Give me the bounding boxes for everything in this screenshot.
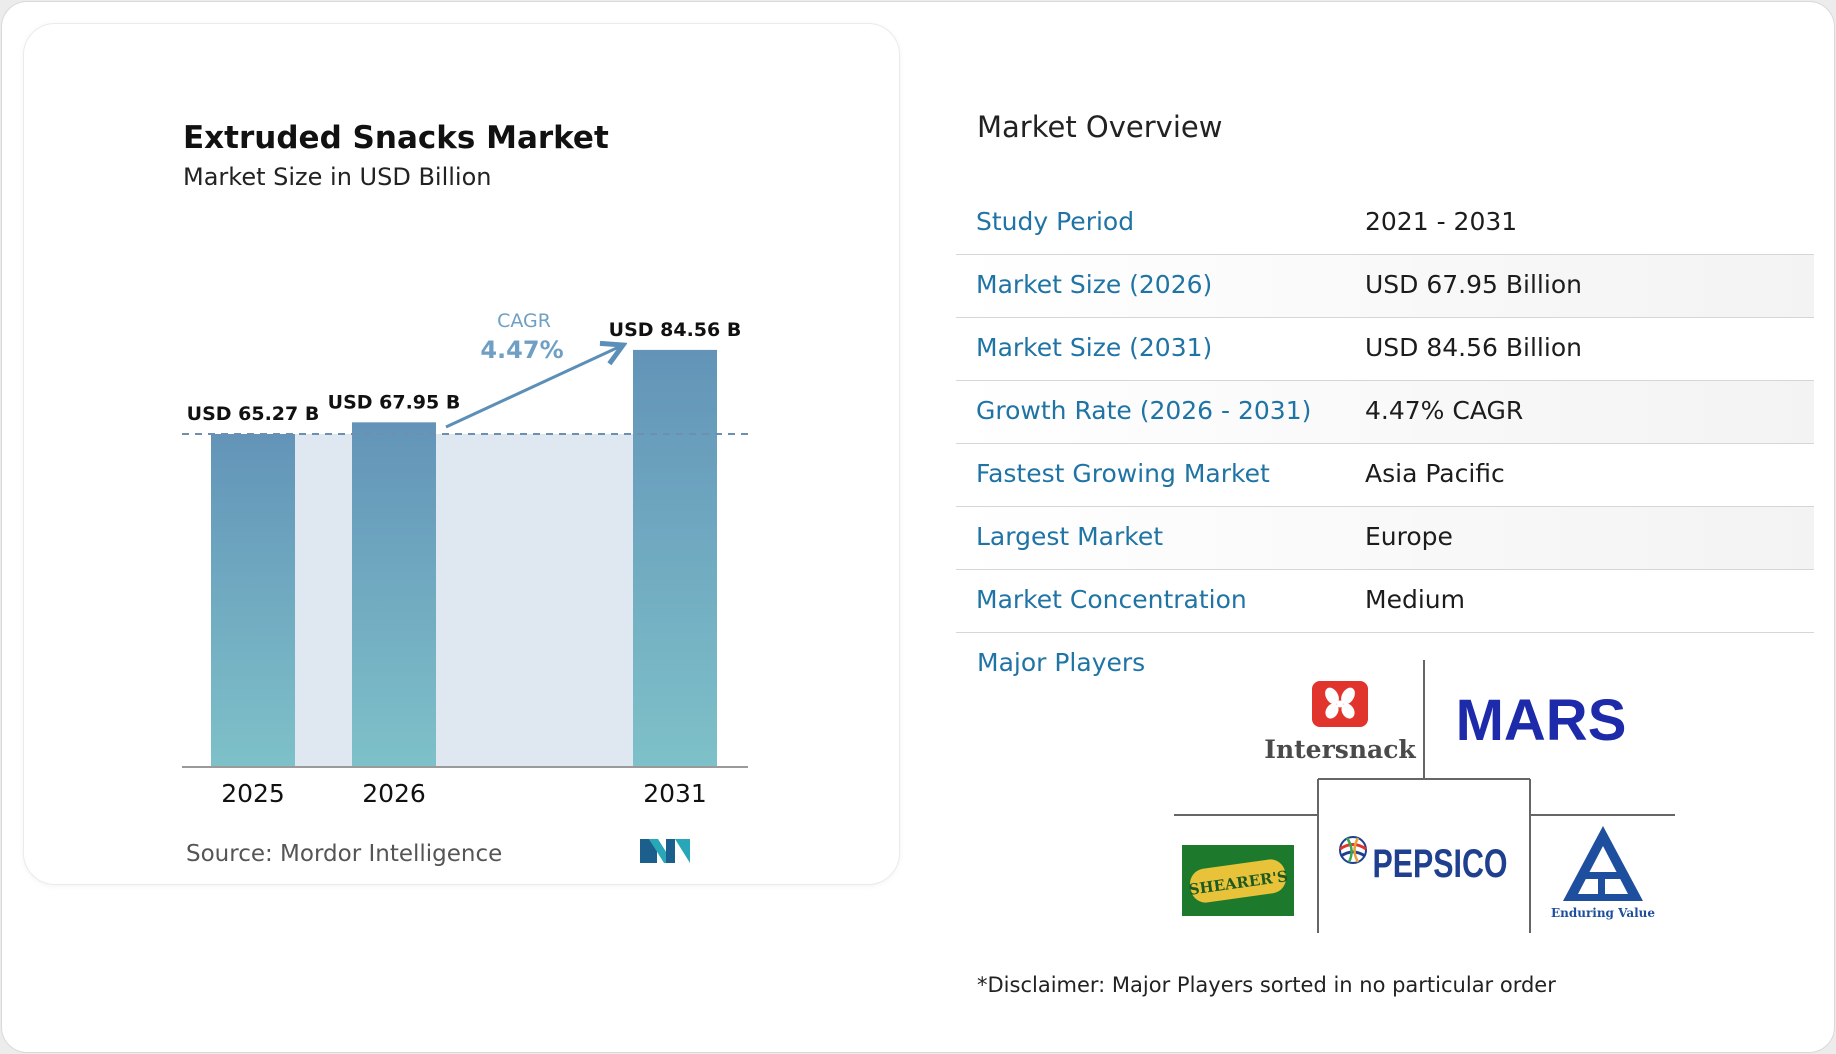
mars-logo: MARS xyxy=(1456,688,1627,753)
overview-row-study-period: Study Period 2021 - 2031 xyxy=(956,192,1814,255)
overview-label: Study Period xyxy=(976,207,1135,236)
overview-row-growth-rate: Growth Rate (2026 - 2031) 4.47% CAGR xyxy=(956,381,1814,444)
cagr-label: CAGR xyxy=(497,310,551,332)
market-overview-title: Market Overview xyxy=(977,110,1223,144)
bar-chart: USD 65.27 B 2025 USD 67.95 B 2026 USD 84.56 … xyxy=(182,310,750,808)
disclaimer: *Disclaimer: Major Players sorted in no … xyxy=(977,973,1556,997)
overview-label: Market Size (2031) xyxy=(976,333,1213,362)
shearers-logo: SHEARER'S xyxy=(1182,845,1294,916)
major-players-logos: Intersnack MARS SHEARER'S PEPSICO Enduri… xyxy=(1174,660,1675,933)
overview-value: 2021 - 2031 xyxy=(1365,207,1518,236)
overview-value: Europe xyxy=(1365,522,1453,551)
bar-value-label: USD 84.56 B xyxy=(609,319,742,341)
overview-row-concentration: Market Concentration Medium xyxy=(956,570,1814,633)
players-grid-lines xyxy=(1174,660,1675,933)
overview-value: 4.47% CAGR xyxy=(1365,396,1524,425)
overview-value: Medium xyxy=(1365,585,1465,614)
overview-label: Market Size (2026) xyxy=(976,270,1213,299)
overview-row-market-size-2026: Market Size (2026) USD 67.95 Billion xyxy=(956,255,1814,318)
overview-row-fastest-growing: Fastest Growing Market Asia Pacific xyxy=(956,444,1814,507)
pepsico-logo: PEPSICO xyxy=(1339,836,1508,886)
x-tick-label: 2026 xyxy=(362,779,426,808)
overview-label: Market Concentration xyxy=(976,585,1247,614)
source-note: Source: Mordor Intelligence xyxy=(186,841,503,867)
cagr-arrow xyxy=(445,346,621,429)
bar-2026 xyxy=(352,422,436,767)
bar-value-label: USD 65.27 B xyxy=(187,403,320,425)
x-tick-label: 2031 xyxy=(643,779,707,808)
chart-subtitle: Market Size in USD Billion xyxy=(183,163,492,191)
reference-band xyxy=(295,434,633,767)
overview-value: Asia Pacific xyxy=(1365,459,1505,488)
overview-row-market-size-2031: Market Size (2031) USD 84.56 Billion xyxy=(956,318,1814,381)
itc-logo: Enduring Value xyxy=(1551,826,1655,920)
major-players-label: Major Players xyxy=(977,648,1146,677)
x-tick-label: 2025 xyxy=(221,779,285,808)
chart-title: Extruded Snacks Market xyxy=(183,120,609,156)
overview-label: Growth Rate (2026 - 2031) xyxy=(976,396,1312,425)
bar-value-label: USD 67.95 B xyxy=(328,391,461,413)
mordor-intelligence-logo xyxy=(640,839,690,863)
bar-2025 xyxy=(211,434,295,767)
svg-text:PEPSICO: PEPSICO xyxy=(1373,842,1508,886)
overview-row-largest-market: Largest Market Europe xyxy=(956,507,1814,570)
bar-2031 xyxy=(633,349,717,767)
overview-value: USD 67.95 Billion xyxy=(1365,270,1582,299)
overview-label: Fastest Growing Market xyxy=(976,459,1270,488)
svg-text:Enduring Value: Enduring Value xyxy=(1551,906,1655,920)
intersnack-logo: Intersnack xyxy=(1264,681,1416,764)
intersnack-wordmark: Intersnack xyxy=(1264,735,1416,764)
market-overview-table: Study Period 2021 - 2031 Market Size (20… xyxy=(956,192,1814,633)
cagr-value: 4.47% xyxy=(480,336,563,364)
overview-value: USD 84.56 Billion xyxy=(1365,333,1582,362)
overview-label: Largest Market xyxy=(976,522,1164,551)
